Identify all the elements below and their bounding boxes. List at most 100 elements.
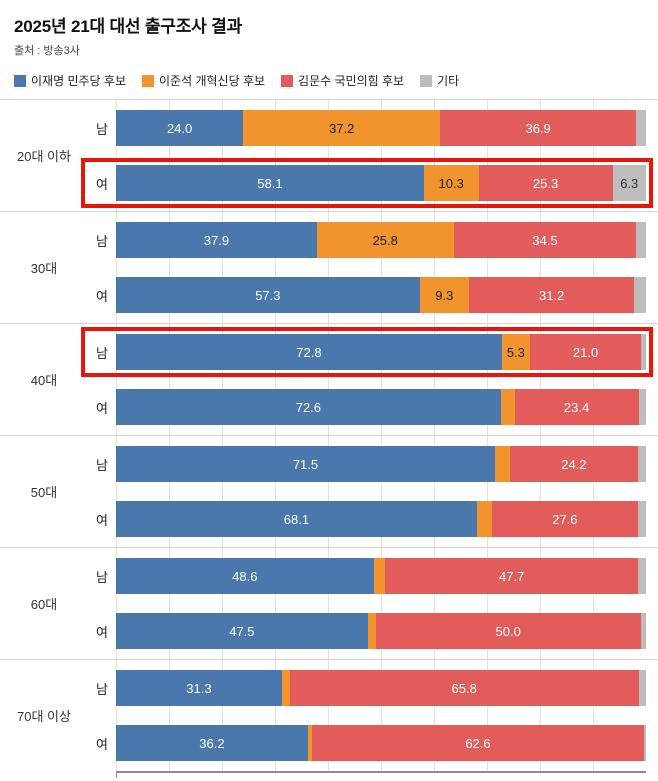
legend-label: 이재명 민주당 후보 [31, 74, 126, 88]
group-rows: 남 72.8 5.3 21.0 여 72.6 23.4 [81, 324, 653, 435]
bar-segment: 23.4 [514, 389, 639, 425]
bar-segment: 57.3 [116, 277, 420, 313]
gender-label: 남 [96, 457, 108, 473]
stacked-bar: 71.5 24.2 [116, 446, 646, 482]
bar-segment: 36.9 [440, 110, 636, 146]
stacked-bar: 48.6 47.7 [116, 558, 646, 594]
source-caption: 출처 : 방송3사 [14, 45, 80, 57]
bar-segment: 71.5 [116, 446, 495, 482]
bar-segment [500, 389, 515, 425]
stacked-bar: 24.0 37.2 36.9 [116, 110, 646, 146]
bar-segment [634, 277, 646, 313]
bar-segment [476, 501, 492, 537]
stacked-bar: 47.5 50.0 [116, 613, 646, 649]
group-rows: 남 31.3 65.8 여 36.2 62.6 [88, 660, 646, 771]
stacked-bar: 72.6 23.4 [116, 389, 646, 425]
age-group-section: 30대 남 37.9 25.8 34.5 여 57.3 9.3 31.2 [0, 211, 658, 323]
legend-item: 이준석 개혁신당 후보 [142, 72, 265, 89]
age-group-label: 60대 [30, 597, 58, 612]
bar-segment: 24.0 [116, 110, 244, 146]
bar-segment [494, 446, 510, 482]
age-group-section: 70대 이상 남 31.3 65.8 여 36.2 62.6 [0, 659, 658, 771]
bar-row-female: 여 68.1 27.6 [88, 501, 646, 537]
bar-segment [373, 558, 386, 594]
page-title: 2025년 21대 대선 출구조사 결과 [14, 17, 243, 36]
bar-segment: 25.8 [316, 222, 454, 258]
gender-label: 남 [96, 681, 108, 697]
bar-segment: 21.0 [529, 334, 642, 370]
stacked-bar: 68.1 27.6 [116, 501, 646, 537]
bar-value-label: 47.7 [498, 568, 525, 584]
bar-segment [638, 389, 646, 425]
legend-item: 김문수 국민의힘 후보 [281, 72, 404, 89]
bar-segment: 48.6 [116, 558, 374, 594]
bar-value-label: 23.4 [563, 399, 590, 415]
bar-value-label: 6.3 [620, 175, 639, 191]
gender-label: 남 [96, 121, 108, 137]
bar-value-label: 71.5 [292, 456, 319, 472]
bar-segment [640, 613, 646, 649]
bar-segment [635, 110, 646, 146]
gender-label: 여 [96, 176, 108, 192]
bar-segment: 31.2 [468, 277, 635, 313]
bar-row-female: 여 36.2 62.6 [88, 725, 646, 761]
bar-value-label: 50.0 [495, 623, 521, 639]
stacked-bar: 57.3 9.3 31.2 [116, 277, 646, 313]
bar-value-label: 25.3 [532, 175, 559, 191]
age-group-label: 50대 [30, 485, 58, 500]
bar-segment: 27.6 [491, 501, 639, 537]
bar-segment: 37.9 [116, 222, 317, 258]
bar-value-label: 21.0 [572, 344, 599, 360]
bar-value-label: 36.9 [525, 120, 551, 136]
stacked-bar: 36.2 62.6 [116, 725, 646, 761]
bar-row-male: 남 48.6 47.7 [88, 558, 646, 594]
bar-value-label: 62.6 [465, 735, 491, 751]
group-rows: 남 48.6 47.7 여 47.5 50.0 [88, 548, 646, 659]
age-group-label: 30대 [30, 261, 58, 276]
bar-segment: 37.2 [243, 110, 441, 146]
bar-value-label: 10.3 [438, 175, 464, 191]
bar-segment: 72.8 [116, 334, 502, 370]
gender-label: 남 [96, 569, 108, 585]
bar-segment: 47.7 [385, 558, 639, 594]
bar-row-male: 남 71.5 24.2 [88, 446, 646, 482]
bar-segment [307, 725, 313, 761]
stacked-bar: 58.1 10.3 25.3 6.3 [116, 165, 646, 201]
age-group-label: 40대 [30, 373, 58, 388]
bar-segment [641, 334, 646, 370]
x-axis-line [116, 771, 646, 781]
bar-segment [643, 725, 646, 761]
gender-label: 여 [96, 400, 108, 416]
group-rows: 남 37.9 25.8 34.5 여 57.3 9.3 31.2 [88, 212, 646, 323]
bar-value-label: 24.0 [166, 120, 193, 136]
legend-swatch-icon [142, 74, 154, 87]
bar-value-label: 24.2 [561, 456, 587, 472]
legend-label: 기타 [437, 74, 460, 88]
bar-value-label: 68.1 [283, 511, 310, 527]
bar-segment: 62.6 [312, 725, 644, 761]
bar-value-label: 5.3 [506, 344, 525, 360]
bar-segment [281, 670, 290, 706]
bar-segment: 47.5 [116, 613, 368, 649]
bar-row-female: 여 57.3 9.3 31.2 [88, 277, 646, 313]
bar-value-label: 72.6 [295, 399, 322, 415]
bar-value-label: 58.1 [257, 175, 283, 191]
age-group-label: 70대 이상 [17, 709, 71, 724]
legend-swatch-icon [281, 74, 294, 87]
age-group-section: 60대 남 48.6 47.7 여 47.5 50.0 [0, 547, 658, 659]
chart: 20대 이하 남 24.0 37.2 36.9 여 58.1 10.3 25.3 6.3 30대 남 3… [0, 99, 658, 771]
bar-segment [638, 501, 646, 537]
stacked-bar: 37.9 25.8 34.5 [116, 222, 646, 258]
bar-segment: 25.3 [478, 165, 613, 201]
gender-label: 남 [96, 345, 108, 361]
legend-swatch-icon [14, 74, 26, 87]
legend-label: 김문수 국민의힘 후보 [298, 74, 405, 88]
bar-segment: 65.8 [289, 670, 639, 706]
bar-value-label: 31.2 [538, 287, 565, 303]
legend-swatch-icon [420, 74, 433, 87]
bar-value-label: 57.3 [255, 287, 281, 303]
bar-segment: 50.0 [375, 613, 641, 649]
bar-segment: 36.2 [116, 725, 308, 761]
gender-label: 여 [96, 624, 108, 640]
bar-value-label: 31.3 [186, 680, 212, 696]
